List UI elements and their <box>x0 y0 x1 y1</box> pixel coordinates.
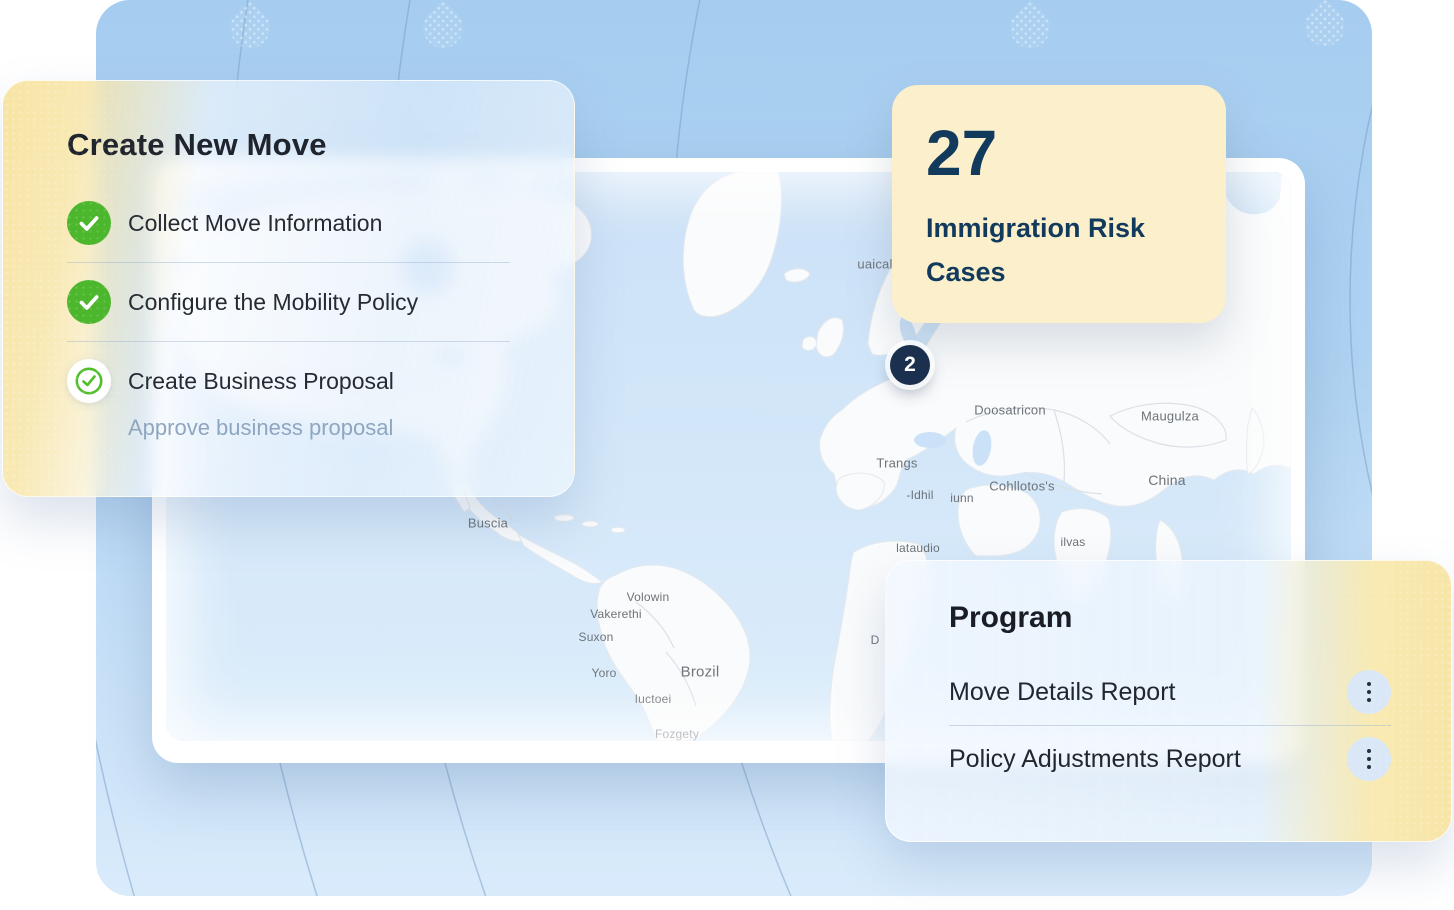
map-place-label: Fozgety <box>654 727 700 741</box>
divider <box>67 341 510 342</box>
map-place-label: -Idhil <box>906 488 934 502</box>
check-outline-icon <box>67 359 111 403</box>
risk-cases-card: 27 Immigration Risk Cases <box>892 85 1226 323</box>
program-card: Program Move Details Report Policy Adjus… <box>885 560 1452 842</box>
map-place-label: Brozil <box>680 663 720 681</box>
map-place-label: iunn <box>950 491 974 505</box>
step-label: Collect Move Information <box>128 209 383 236</box>
map-place-label: D <box>870 633 880 647</box>
kebab-menu-icon[interactable] <box>1347 737 1391 781</box>
substep-label: Approve business proposal <box>128 415 394 440</box>
map-place-label: uaical <box>857 256 893 272</box>
map-place-label: ilvas <box>1060 535 1086 549</box>
report-row-move-details[interactable]: Move Details Report <box>949 659 1391 725</box>
map-place-label: Iuctoei <box>634 692 672 706</box>
map-place-label: Volowin <box>626 590 670 604</box>
map-place-label: Suxon <box>578 630 614 644</box>
map-place-label: Doosatricon <box>974 402 1046 418</box>
report-label: Move Details Report <box>949 677 1176 706</box>
map-place-label: Maugulza <box>1141 408 1199 424</box>
map-marker-badge[interactable]: 2 <box>890 345 930 385</box>
kebab-menu-icon[interactable] <box>1347 670 1391 714</box>
map-place-label: Trangs <box>876 455 918 471</box>
program-title: Program <box>949 601 1073 634</box>
divider <box>949 725 1391 726</box>
create-move-title: Create New Move <box>67 127 327 162</box>
step-row-proposal: Create Business Proposal <box>67 359 510 403</box>
report-row-policy-adjustments[interactable]: Policy Adjustments Report <box>949 726 1391 792</box>
map-place-label: Vakerethi <box>590 607 642 621</box>
map-place-label: Yoro <box>591 666 617 680</box>
step-label: Create Business Proposal <box>128 367 394 394</box>
check-circle-icon <box>67 201 111 245</box>
risk-label: Immigration Risk Cases <box>926 213 1146 287</box>
risk-count: 27 <box>926 117 998 189</box>
check-circle-icon <box>67 280 111 324</box>
step-label: Configure the Mobility Policy <box>128 288 419 315</box>
map-place-label: lataudio <box>896 541 940 555</box>
step-row-collect: Collect Move Information <box>67 201 510 245</box>
create-move-card: Create New Move Collect Move Information… <box>2 80 575 497</box>
map-place-label: China <box>1148 472 1186 488</box>
map-place-label: Buscia <box>467 515 509 531</box>
report-label: Policy Adjustments Report <box>949 744 1241 773</box>
map-place-label: Cohllotos's <box>989 478 1055 494</box>
step-row-configure: Configure the Mobility Policy <box>67 280 510 324</box>
divider <box>67 262 510 263</box>
